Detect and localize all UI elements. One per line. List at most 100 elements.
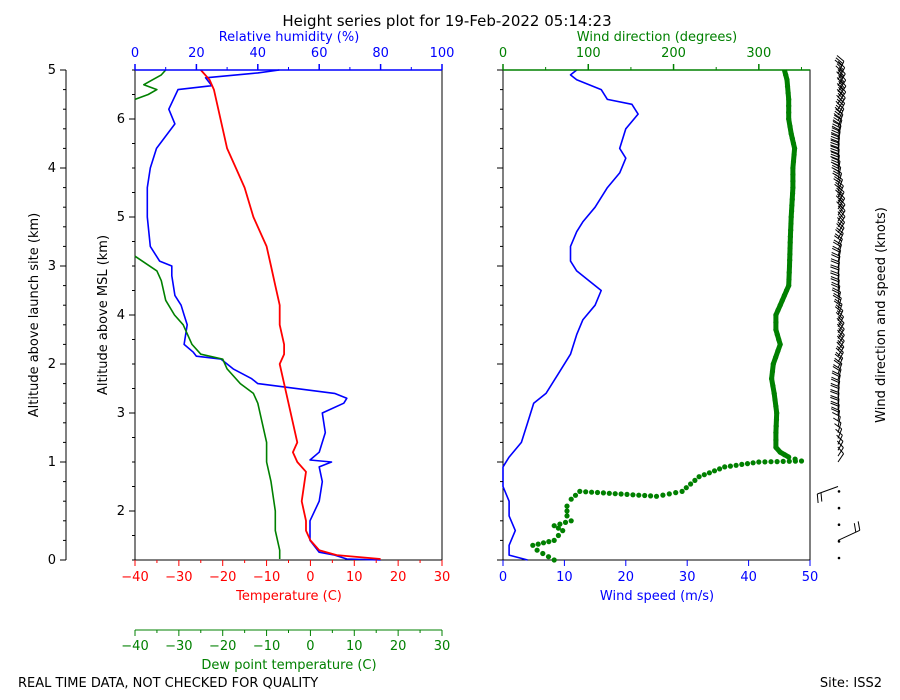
barb-flag xyxy=(830,266,840,271)
barb-flag xyxy=(835,100,843,108)
barb-flag xyxy=(836,98,844,106)
barb-flag xyxy=(835,229,843,236)
barb-flag xyxy=(830,390,839,395)
barb-flag xyxy=(830,384,840,390)
rh-tick-label: 80 xyxy=(372,46,389,61)
barb-flag xyxy=(830,400,840,405)
rh-tick-label: 100 xyxy=(430,46,455,61)
wind-barb xyxy=(817,486,839,495)
wind-direction-point xyxy=(564,508,570,514)
barb-flag xyxy=(835,347,843,355)
wind-barb xyxy=(837,434,843,445)
temperature-line xyxy=(200,69,381,560)
wind-direction-point xyxy=(560,528,566,534)
wind-direction-point xyxy=(696,474,702,480)
msl-tick-label: 2 xyxy=(117,504,125,519)
wind-direction-line xyxy=(769,69,798,460)
calm-dot xyxy=(837,490,841,493)
barb-flag xyxy=(833,417,842,424)
wind-direction-point xyxy=(692,477,698,483)
left-altitude-tick-label: 1 xyxy=(48,455,56,470)
wind-direction-point xyxy=(606,490,612,496)
wind-direction-point xyxy=(594,489,601,496)
barb-flag xyxy=(830,389,840,394)
barb-flag xyxy=(836,434,844,442)
barb-flag xyxy=(836,187,844,195)
wind-direction-point xyxy=(534,547,540,553)
rh-tick-label: 40 xyxy=(250,46,267,61)
barb-flag xyxy=(835,181,843,189)
wind-direction-point xyxy=(660,492,666,498)
wind-barb xyxy=(837,216,846,228)
dew-tick-label: 30 xyxy=(434,639,451,654)
thermo-series xyxy=(134,69,381,561)
barb-flag xyxy=(835,65,843,73)
wind-direction-point xyxy=(780,458,786,464)
barb-flag xyxy=(834,353,843,361)
barb-flag xyxy=(835,189,843,197)
speed-tick-label: 0 xyxy=(499,570,507,585)
barb-flag xyxy=(836,55,845,62)
barb-flag xyxy=(837,221,845,229)
wind-direction-point xyxy=(798,458,805,464)
wind-direction-point xyxy=(630,492,636,498)
temp-axis-label: Temperature (C) xyxy=(235,589,342,604)
wind-direction-point xyxy=(653,493,660,499)
barb-flag xyxy=(838,215,845,223)
wind-direction-point xyxy=(688,481,694,487)
barb-flag xyxy=(830,147,840,152)
barb-flag xyxy=(830,402,840,407)
wind-direction-point xyxy=(589,489,595,495)
wind-direction-point xyxy=(568,518,574,524)
barb-flag xyxy=(830,138,840,143)
barb-flag xyxy=(831,254,840,259)
msl-tick-label: 3 xyxy=(117,406,125,421)
wind-direction-point xyxy=(577,488,583,494)
wind-barb xyxy=(837,453,845,463)
dewpoint-line xyxy=(134,255,281,559)
barb-flag xyxy=(830,378,840,384)
rh-tick-label: 20 xyxy=(188,46,205,61)
barb-flag xyxy=(835,428,843,436)
wind-barb xyxy=(837,416,841,427)
wind-barb xyxy=(837,261,840,274)
wind-direction-point xyxy=(540,540,547,546)
quality-note: REAL TIME DATA, NOT CHECKED FOR QUALITY xyxy=(18,676,318,691)
wind-barb xyxy=(837,422,842,433)
wind-direction-point xyxy=(722,464,728,470)
speed-tick-label: 30 xyxy=(679,570,696,585)
msl-label: Altitude above MSL (km) xyxy=(96,235,111,395)
barb-flag xyxy=(835,57,844,64)
barb-flag xyxy=(832,245,841,251)
barb-flag xyxy=(830,395,840,400)
wind-direction-point xyxy=(792,456,798,462)
dir-tick-label: 300 xyxy=(746,46,771,61)
barb-flag xyxy=(834,306,843,313)
temp-tick-label: −40 xyxy=(121,570,148,585)
left-altitude-tick-label: 4 xyxy=(48,161,56,176)
wind-direction-point xyxy=(555,532,562,539)
calm-dot xyxy=(837,523,841,526)
barb-ylabel: Wind direction and speed (knots) xyxy=(874,207,889,423)
barb-flag xyxy=(835,304,844,311)
wind-direction-point xyxy=(642,492,648,499)
barb-flag xyxy=(836,345,844,353)
wind-direction-point xyxy=(555,525,562,531)
wind-direction-point xyxy=(600,490,607,496)
wind-barb xyxy=(837,291,841,304)
wind-direction-point xyxy=(744,461,751,467)
wind-direction-point xyxy=(551,523,557,529)
wind-barb xyxy=(837,428,843,439)
wind-direction-point xyxy=(679,488,685,494)
barb-flag xyxy=(837,339,845,348)
temp-tick-label: −20 xyxy=(209,570,236,585)
wind-direction-point xyxy=(535,541,541,547)
barb-flag xyxy=(837,92,845,101)
barb-flag xyxy=(836,335,844,344)
wind-axes: 0 10 20 30 40 50 Wind speed (m/s) 0 100 200 300 Win… xyxy=(497,30,818,604)
wind-direction-point xyxy=(750,460,756,466)
wind-direction-point xyxy=(727,463,734,469)
barb-flag xyxy=(836,317,844,326)
left-altitude-tick-label: 0 xyxy=(48,553,56,568)
barb-flag xyxy=(830,141,840,146)
